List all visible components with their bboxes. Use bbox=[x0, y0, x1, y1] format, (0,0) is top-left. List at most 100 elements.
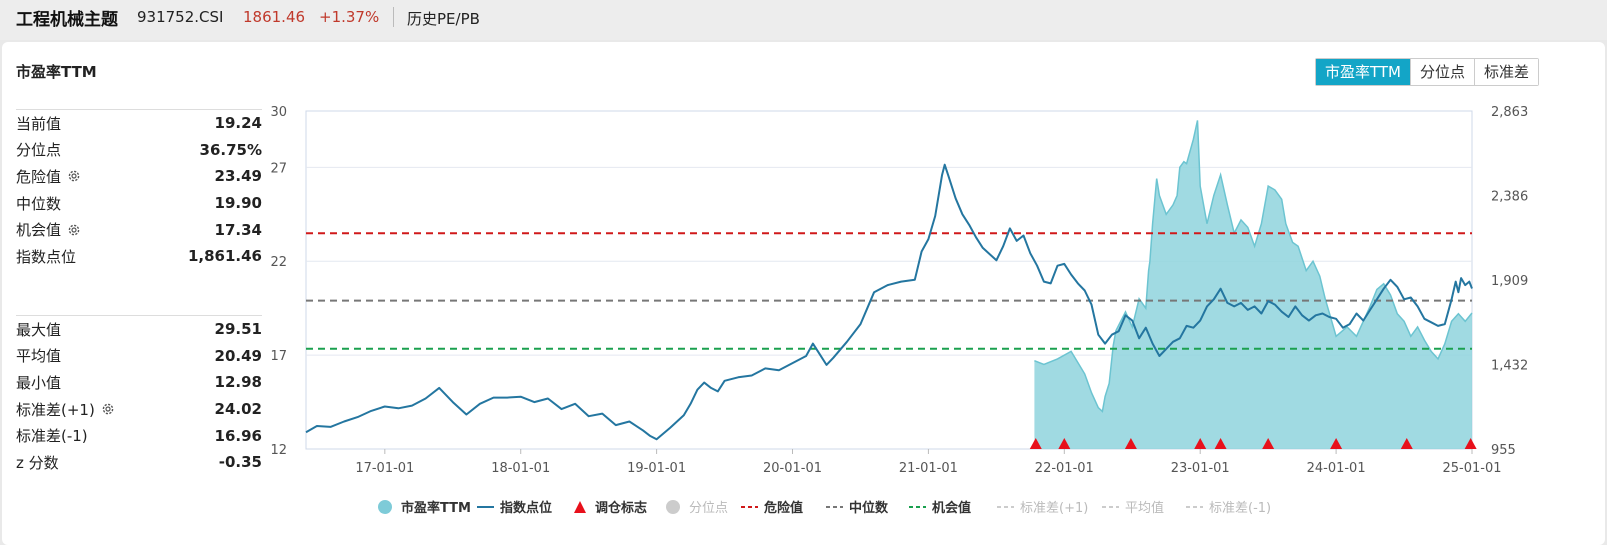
index-code: 931752.CSI bbox=[137, 8, 224, 26]
right-axis-tick-label: 1,909 bbox=[1491, 274, 1528, 289]
stat-value: 1,861.46 bbox=[187, 247, 262, 266]
stat-row: 最大值 29.51 bbox=[16, 316, 262, 343]
stat-label-text: 分位点 bbox=[16, 141, 62, 160]
tab-percentile[interactable]: 分位点 bbox=[1410, 59, 1475, 85]
stats-history: 最大值 29.51 平均值 20.49 最小值 12.98 标准差(+1) 24.02 标准差(… bbox=[16, 315, 262, 476]
legend-triangle-icon bbox=[574, 501, 586, 513]
stat-row: 当前值 19.24 bbox=[16, 110, 262, 137]
stat-label-text: 危险值 bbox=[16, 167, 62, 186]
history-pe-pb-link[interactable]: 历史PE/PB bbox=[407, 10, 480, 28]
stat-label: 指数点位 bbox=[16, 246, 76, 267]
x-axis-tick-label: 17-01-01 bbox=[355, 461, 414, 476]
legend-item[interactable]: 平均值 bbox=[1102, 500, 1164, 516]
left-axis-tick-label: 27 bbox=[270, 161, 287, 176]
stat-value: 19.24 bbox=[214, 114, 262, 133]
stat-label-text: 最大值 bbox=[16, 320, 62, 339]
legend-label: 危险值 bbox=[764, 500, 803, 516]
legend-label: 标准差(-1) bbox=[1209, 501, 1271, 516]
x-axis-tick-label: 20-01-01 bbox=[763, 461, 822, 476]
stat-row: 标准差(-1) 16.96 bbox=[16, 422, 262, 449]
stat-label: 最小值 bbox=[16, 372, 61, 393]
header-bar: 工程机械主题 931752.CSI 1861.46 +1.37% 历史PE/PB bbox=[0, 0, 1607, 40]
legend-item[interactable]: 危险值 bbox=[741, 500, 803, 516]
gear-icon[interactable] bbox=[101, 402, 115, 416]
x-axis-tick-label: 25-01-01 bbox=[1442, 461, 1501, 476]
stat-label-text: 机会值 bbox=[16, 221, 62, 240]
legend-label: 分位点 bbox=[689, 501, 728, 516]
legend-item[interactable]: 调仓标志 bbox=[574, 500, 647, 516]
legend-item[interactable]: 市盈率TTM bbox=[378, 500, 471, 516]
gear-icon[interactable] bbox=[67, 169, 81, 183]
legend-item[interactable]: 机会值 bbox=[909, 500, 971, 516]
left-axis-tick-label: 17 bbox=[270, 349, 287, 364]
stat-row: z 分数 -0.35 bbox=[16, 449, 262, 476]
legend-label: 平均值 bbox=[1125, 500, 1164, 516]
gear-icon[interactable] bbox=[67, 223, 81, 237]
left-axis-tick-label: 30 bbox=[270, 105, 287, 120]
stat-label: 平均值 bbox=[16, 345, 61, 366]
right-axis-tick-label: 2,386 bbox=[1491, 190, 1528, 205]
stat-row: 分位点 36.75% bbox=[16, 137, 262, 164]
x-axis-tick-label: 19-01-01 bbox=[627, 461, 686, 476]
stat-label: 中位数 bbox=[16, 193, 61, 214]
rebalance-marker bbox=[1214, 438, 1227, 449]
legend-item[interactable]: 分位点 bbox=[666, 500, 728, 516]
stat-label-text: 平均值 bbox=[16, 347, 62, 366]
tab-pe-ttm[interactable]: 市盈率TTM bbox=[1316, 59, 1411, 85]
stat-value: 24.02 bbox=[214, 400, 262, 419]
legend-label: 机会值 bbox=[932, 500, 971, 516]
right-axis-tick-label: 2,863 bbox=[1491, 105, 1528, 120]
legend-label: 指数点位 bbox=[500, 500, 552, 516]
index-name: 工程机械主题 bbox=[16, 10, 118, 30]
stat-row: 平均值 20.49 bbox=[16, 343, 262, 370]
legend-item[interactable]: 标准差(+1) bbox=[997, 501, 1088, 516]
legend-label: 标准差(+1) bbox=[1020, 501, 1088, 516]
stat-label: 机会值 bbox=[16, 219, 81, 240]
tab-std-dev[interactable]: 标准差 bbox=[1474, 59, 1539, 85]
left-axis-tick-label: 22 bbox=[270, 255, 287, 270]
rebalance-marker bbox=[1058, 438, 1071, 449]
stat-label: 当前值 bbox=[16, 113, 61, 134]
x-axis-tick-label: 23-01-01 bbox=[1171, 461, 1230, 476]
stat-value: 36.75% bbox=[199, 140, 262, 159]
stat-label-text: 最小值 bbox=[16, 373, 62, 392]
legend-item[interactable]: 中位数 bbox=[826, 500, 889, 516]
stat-label-text: z 分数 bbox=[16, 453, 59, 472]
stat-label: 分位点 bbox=[16, 139, 61, 160]
stat-label: 标准差(+1) bbox=[16, 399, 115, 420]
legend-label: 市盈率TTM bbox=[401, 500, 471, 516]
x-axis-tick-label: 24-01-01 bbox=[1307, 461, 1366, 476]
stat-row: 机会值 17.34 bbox=[16, 216, 262, 243]
stat-label-text: 标准差(+1) bbox=[16, 400, 95, 419]
pe-ttm-area bbox=[1034, 120, 1472, 450]
legend-label: 调仓标志 bbox=[595, 500, 647, 516]
legend-item[interactable]: 指数点位 bbox=[477, 500, 552, 516]
stat-label-text: 当前值 bbox=[16, 114, 62, 133]
stat-label: z 分数 bbox=[16, 452, 59, 473]
stat-value: 12.98 bbox=[214, 373, 262, 392]
valuation-panel: 市盈率TTM 市盈率TTM 分位点 标准差 当前值 19.24 分位点 36.75% 危… bbox=[2, 42, 1605, 545]
stat-value: 20.49 bbox=[214, 346, 262, 365]
panel-title: 市盈率TTM bbox=[16, 63, 97, 81]
rebalance-marker bbox=[1262, 438, 1275, 449]
stat-label-text: 指数点位 bbox=[16, 247, 77, 266]
stat-label-text: 标准差(-1) bbox=[16, 427, 88, 446]
legend-circle-icon bbox=[666, 500, 680, 514]
x-axis-tick-label: 22-01-01 bbox=[1035, 461, 1094, 476]
rebalance-marker bbox=[1400, 438, 1413, 449]
rebalance-marker bbox=[1464, 438, 1477, 449]
rebalance-marker bbox=[1194, 438, 1207, 449]
stat-value: -0.35 bbox=[218, 453, 262, 472]
stat-value: 23.49 bbox=[214, 167, 262, 186]
legend-label: 中位数 bbox=[849, 500, 889, 516]
legend-item[interactable]: 标准差(-1) bbox=[1186, 501, 1271, 516]
stats-current: 当前值 19.24 分位点 36.75% 危险值 23.49 中位数 19.90 机会值 17.3… bbox=[16, 109, 262, 270]
index-change: +1.37% bbox=[319, 8, 380, 26]
plot-frame bbox=[305, 110, 1473, 450]
x-axis-tick-label: 18-01-01 bbox=[491, 461, 550, 476]
stat-row: 最小值 12.98 bbox=[16, 369, 262, 396]
stat-label: 最大值 bbox=[16, 319, 61, 340]
index-price: 1861.46 bbox=[243, 8, 306, 26]
header-divider bbox=[393, 7, 394, 27]
